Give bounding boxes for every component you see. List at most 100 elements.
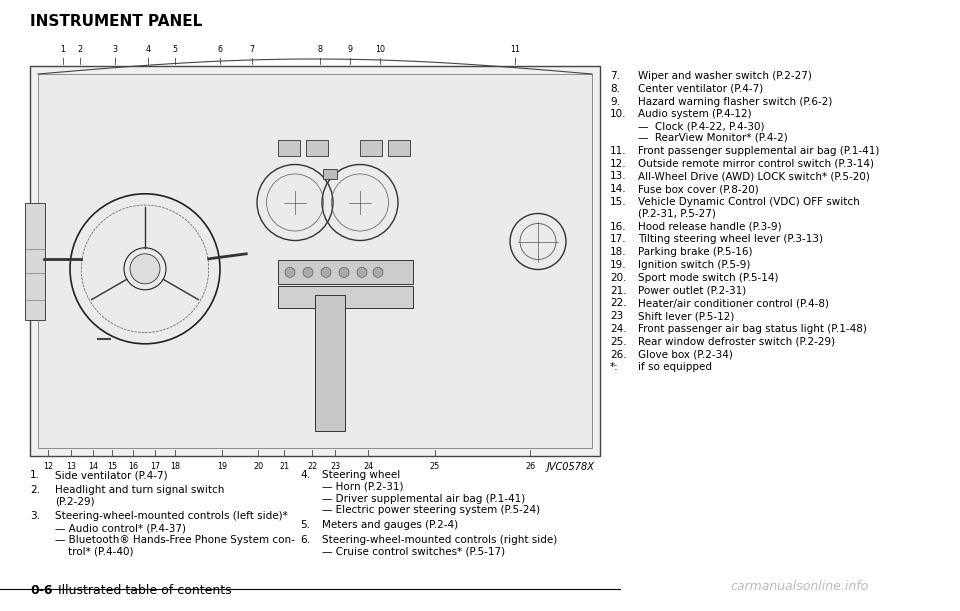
Text: 16: 16 xyxy=(128,462,138,471)
Bar xyxy=(306,140,328,156)
Text: 1: 1 xyxy=(60,45,65,54)
Text: Rear window defroster switch (P.2-29): Rear window defroster switch (P.2-29) xyxy=(638,337,835,347)
Bar xyxy=(25,202,45,320)
Text: INSTRUMENT PANEL: INSTRUMENT PANEL xyxy=(30,14,203,29)
Text: — Horn (P.2-31): — Horn (P.2-31) xyxy=(322,482,403,492)
Text: 3.: 3. xyxy=(30,511,40,521)
Bar xyxy=(388,140,410,156)
Text: Fuse box cover (P.8-20): Fuse box cover (P.8-20) xyxy=(638,184,758,194)
Text: 22.: 22. xyxy=(610,298,627,309)
Text: Power outlet (P.2-31): Power outlet (P.2-31) xyxy=(638,285,746,296)
Text: 18: 18 xyxy=(170,462,180,471)
Bar xyxy=(30,66,600,456)
Text: 25.: 25. xyxy=(610,337,627,347)
Text: 15: 15 xyxy=(107,462,117,471)
Text: 8.: 8. xyxy=(610,84,620,94)
Bar xyxy=(278,260,413,284)
Text: Vehicle Dynamic Control (VDC) OFF switch: Vehicle Dynamic Control (VDC) OFF switch xyxy=(638,197,860,207)
Text: 21.: 21. xyxy=(610,285,627,296)
Text: Illustrated table of contents: Illustrated table of contents xyxy=(58,584,231,597)
Text: JVC0578X: JVC0578X xyxy=(546,462,594,472)
Text: 20.: 20. xyxy=(610,273,627,283)
Text: 9: 9 xyxy=(348,45,352,54)
Circle shape xyxy=(321,268,331,277)
Text: (P.2-29): (P.2-29) xyxy=(55,497,95,507)
Text: 4.: 4. xyxy=(300,470,310,480)
Bar xyxy=(315,295,345,431)
Text: 22: 22 xyxy=(307,462,317,471)
Text: — Audio control* (P.4-37): — Audio control* (P.4-37) xyxy=(55,523,186,533)
Text: Hazard warning flasher switch (P.6-2): Hazard warning flasher switch (P.6-2) xyxy=(638,97,832,106)
Text: 5.: 5. xyxy=(300,520,310,530)
Text: 26.: 26. xyxy=(610,349,627,360)
Circle shape xyxy=(303,268,313,277)
Text: 14: 14 xyxy=(88,462,98,471)
Text: Side ventilator (P.4-7): Side ventilator (P.4-7) xyxy=(55,470,168,480)
Text: 11: 11 xyxy=(510,45,520,54)
Text: Tilting steering wheel lever (P.3-13): Tilting steering wheel lever (P.3-13) xyxy=(638,235,823,244)
Text: Steering-wheel-mounted controls (right side): Steering-wheel-mounted controls (right s… xyxy=(322,535,557,545)
Text: 6.: 6. xyxy=(300,535,310,545)
Text: 23: 23 xyxy=(610,311,623,321)
Text: Steering-wheel-mounted controls (left side)*: Steering-wheel-mounted controls (left si… xyxy=(55,511,288,521)
Text: 21: 21 xyxy=(279,462,289,471)
Bar xyxy=(278,286,413,308)
Text: 25: 25 xyxy=(430,462,440,471)
Text: 13.: 13. xyxy=(610,172,627,181)
Text: — Electric power steering system (P.5-24): — Electric power steering system (P.5-24… xyxy=(322,505,540,516)
Text: Ignition switch (P.5-9): Ignition switch (P.5-9) xyxy=(638,260,751,270)
Text: Sport mode switch (P.5-14): Sport mode switch (P.5-14) xyxy=(638,273,779,283)
Text: Audio system (P.4-12): Audio system (P.4-12) xyxy=(638,109,752,119)
Text: 16.: 16. xyxy=(610,222,627,232)
Text: 10.: 10. xyxy=(610,109,627,119)
Text: 11.: 11. xyxy=(610,146,627,156)
Circle shape xyxy=(373,268,383,277)
Circle shape xyxy=(357,268,367,277)
Text: Meters and gauges (P.2-4): Meters and gauges (P.2-4) xyxy=(322,520,458,530)
Text: 14.: 14. xyxy=(610,184,627,194)
Text: 2: 2 xyxy=(78,45,83,54)
Text: 17: 17 xyxy=(150,462,160,471)
Text: Headlight and turn signal switch: Headlight and turn signal switch xyxy=(55,485,225,495)
Text: 1.: 1. xyxy=(30,470,40,480)
Bar xyxy=(360,140,382,156)
Text: 12.: 12. xyxy=(610,159,627,169)
Text: 8: 8 xyxy=(318,45,323,54)
Text: Parking brake (P.5-16): Parking brake (P.5-16) xyxy=(638,247,753,257)
Text: 18.: 18. xyxy=(610,247,627,257)
Text: 4: 4 xyxy=(146,45,151,54)
Circle shape xyxy=(130,254,160,284)
Bar xyxy=(278,140,300,156)
Text: 24.: 24. xyxy=(610,324,627,334)
Text: trol* (P.4-40): trol* (P.4-40) xyxy=(55,547,133,557)
Text: 23: 23 xyxy=(330,462,340,471)
Text: 0-6: 0-6 xyxy=(30,584,53,597)
Text: 15.: 15. xyxy=(610,197,627,207)
Text: *:: *: xyxy=(610,362,619,372)
Bar xyxy=(38,74,592,448)
Text: —  Clock (P.4-22, P.4-30): — Clock (P.4-22, P.4-30) xyxy=(638,121,764,131)
Text: 19: 19 xyxy=(217,462,228,471)
Text: All-Wheel Drive (AWD) LOCK switch* (P.5-20): All-Wheel Drive (AWD) LOCK switch* (P.5-… xyxy=(638,172,870,181)
Text: 3: 3 xyxy=(112,45,117,54)
Circle shape xyxy=(339,268,349,277)
Text: 7: 7 xyxy=(250,45,254,54)
Text: — Driver supplemental air bag (P.1-41): — Driver supplemental air bag (P.1-41) xyxy=(322,494,525,503)
Text: — Bluetooth® Hands-Free Phone System con-: — Bluetooth® Hands-Free Phone System con… xyxy=(55,535,295,545)
Text: Outside remote mirror control switch (P.3-14): Outside remote mirror control switch (P.… xyxy=(638,159,874,169)
Text: 17.: 17. xyxy=(610,235,627,244)
Text: Hood release handle (P.3-9): Hood release handle (P.3-9) xyxy=(638,222,781,232)
Text: —  RearView Monitor* (P.4-2): — RearView Monitor* (P.4-2) xyxy=(638,133,788,143)
Text: 9.: 9. xyxy=(610,97,620,106)
Text: Wiper and washer switch (P.2-27): Wiper and washer switch (P.2-27) xyxy=(638,71,812,81)
Text: 26: 26 xyxy=(525,462,535,471)
Text: Center ventilator (P.4-7): Center ventilator (P.4-7) xyxy=(638,84,763,94)
Bar xyxy=(323,169,337,179)
Text: Glove box (P.2-34): Glove box (P.2-34) xyxy=(638,349,732,360)
Text: if so equipped: if so equipped xyxy=(638,362,712,372)
Text: (P.2-31, P.5-27): (P.2-31, P.5-27) xyxy=(638,209,716,219)
Text: — Cruise control switches* (P.5-17): — Cruise control switches* (P.5-17) xyxy=(322,547,505,557)
Text: 13: 13 xyxy=(66,462,76,471)
Text: 12: 12 xyxy=(43,462,53,471)
Text: Front passenger air bag status light (P.1-48): Front passenger air bag status light (P.… xyxy=(638,324,867,334)
